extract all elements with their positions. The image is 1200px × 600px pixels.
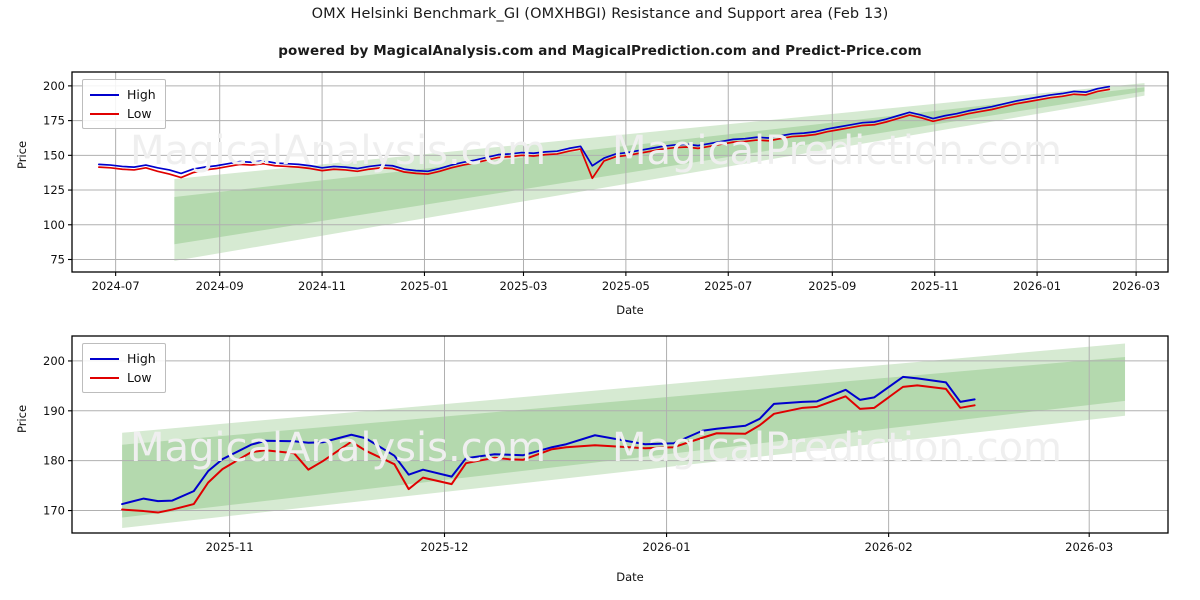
svg-text:100: 100 — [43, 218, 65, 232]
upper-y-axis-label: Price — [15, 140, 29, 170]
legend-swatch-high — [90, 357, 119, 360]
svg-text:2026-01: 2026-01 — [643, 540, 691, 554]
svg-text:2025-05: 2025-05 — [602, 279, 650, 293]
svg-text:125: 125 — [43, 183, 65, 197]
svg-text:170: 170 — [43, 504, 65, 518]
legend-label-high: High — [127, 87, 156, 102]
svg-text:190: 190 — [43, 404, 65, 418]
svg-text:75: 75 — [50, 253, 65, 267]
legend-label-high: High — [127, 351, 156, 366]
page-title: OMX Helsinki Benchmark_GI (OMXHBGI) Resi… — [311, 6, 889, 22]
svg-text:2024-09: 2024-09 — [196, 279, 244, 293]
legend-item-high[interactable]: High — [90, 349, 156, 368]
upper-x-axis-label: Date — [616, 303, 644, 317]
svg-text:2025-07: 2025-07 — [704, 279, 752, 293]
svg-text:180: 180 — [43, 454, 65, 468]
svg-text:2026-02: 2026-02 — [865, 540, 913, 554]
upper-chart-panel: 75 100 125 150 175 200 2024-07 2024-09 2024-11 20… — [43, 71, 1169, 293]
legend-swatch-low — [90, 112, 119, 115]
lower-x-axis-label: Date — [616, 570, 644, 584]
upper-legend[interactable]: High Low — [82, 79, 166, 129]
svg-text:2024-11: 2024-11 — [298, 279, 346, 293]
legend-swatch-low — [90, 376, 119, 379]
upper-chart-svg: 75 100 125 150 175 200 2024-07 2024-09 2024-11 20… — [43, 71, 1169, 293]
legend-label-low: Low — [127, 106, 152, 121]
lower-legend[interactable]: High Low — [82, 343, 166, 393]
lower-y-axis-label: Price — [15, 404, 29, 434]
svg-text:2024-07: 2024-07 — [92, 279, 140, 293]
page-subtitle: powered by MagicalAnalysis.com and Magic… — [278, 43, 922, 59]
svg-text:2025-11: 2025-11 — [206, 540, 254, 554]
svg-text:200: 200 — [43, 79, 65, 93]
legend-swatch-high — [90, 93, 119, 96]
legend-label-low: Low — [127, 370, 152, 385]
svg-text:200: 200 — [43, 354, 65, 368]
svg-text:2026-03: 2026-03 — [1112, 279, 1160, 293]
svg-text:150: 150 — [43, 148, 65, 162]
svg-text:2025-12: 2025-12 — [420, 540, 468, 554]
lower-chart-panel: 170 180 190 200 2025-11 2025-12 2026-01 2026-02… — [0, 330, 1200, 600]
legend-item-low[interactable]: Low — [90, 104, 156, 123]
svg-text:175: 175 — [43, 114, 65, 128]
svg-text:2026-03: 2026-03 — [1065, 540, 1113, 554]
svg-text:2026-01: 2026-01 — [1013, 279, 1061, 293]
svg-text:2025-03: 2025-03 — [499, 279, 547, 293]
svg-text:2025-01: 2025-01 — [400, 279, 448, 293]
lower-chart-svg: 170 180 190 200 2025-11 2025-12 2026-01 2026-02… — [43, 335, 1169, 554]
legend-item-high[interactable]: High — [90, 85, 156, 104]
svg-text:2025-09: 2025-09 — [808, 279, 856, 293]
legend-item-low[interactable]: Low — [90, 368, 156, 387]
svg-text:2025-11: 2025-11 — [911, 279, 959, 293]
